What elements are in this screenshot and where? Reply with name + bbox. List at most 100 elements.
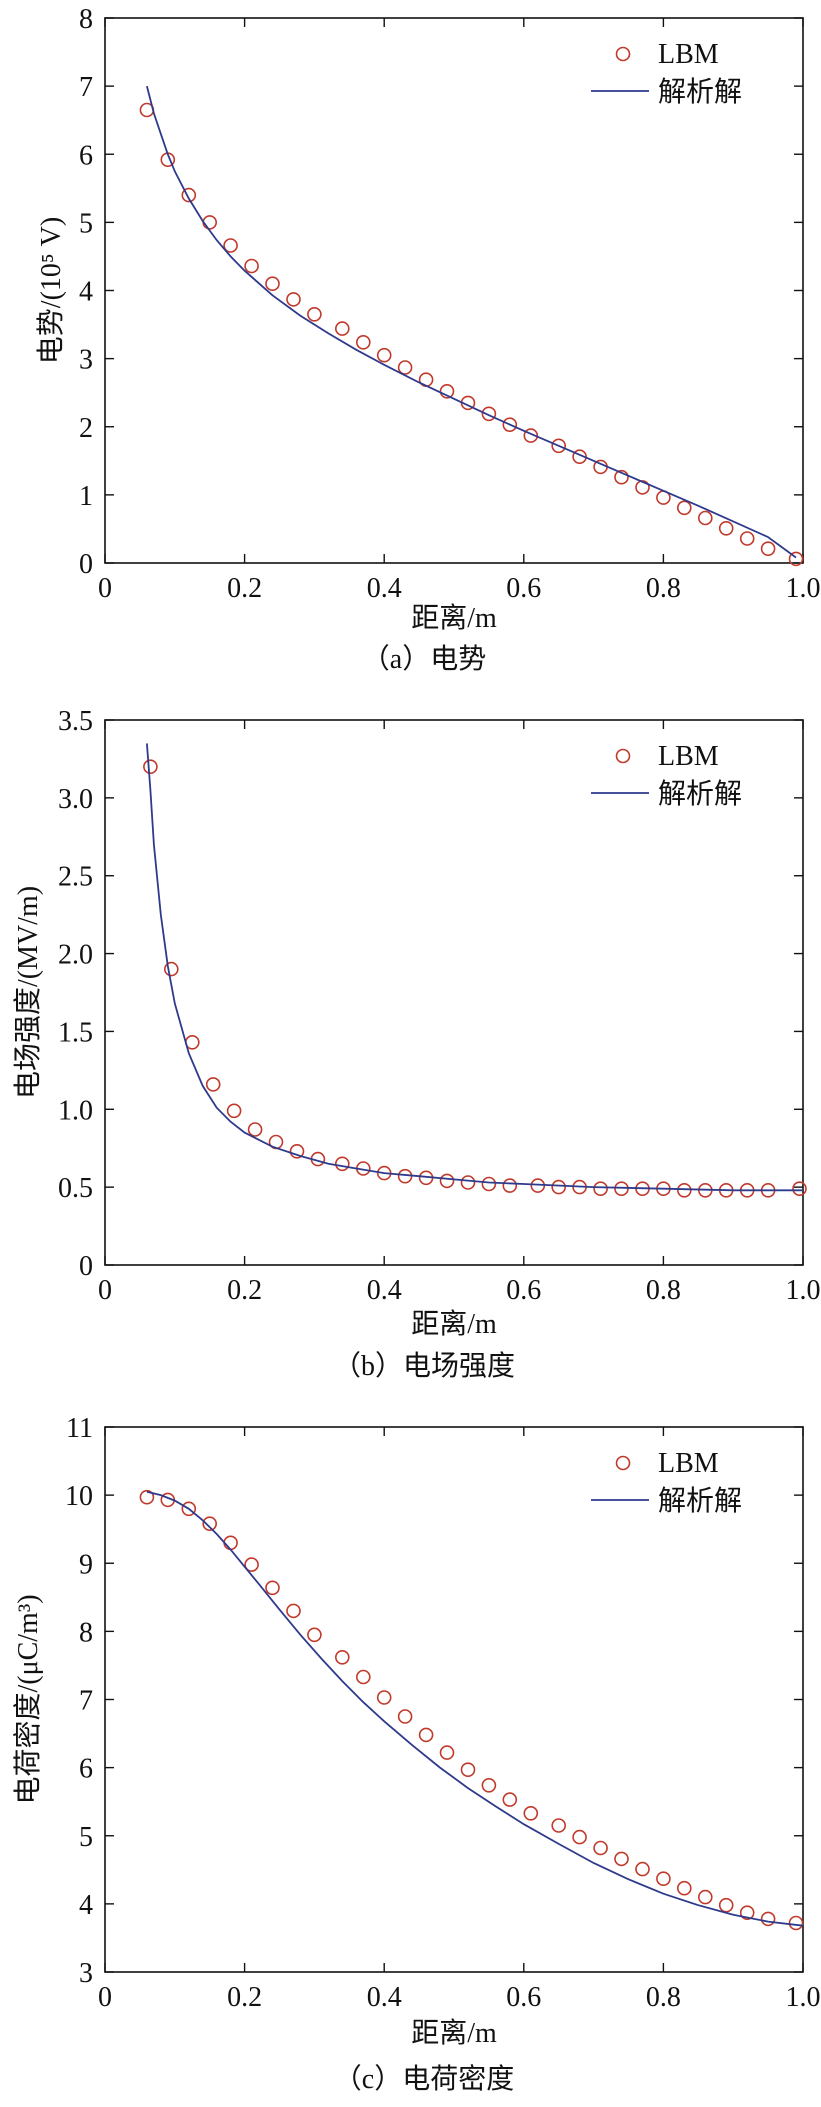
lbm-point xyxy=(355,334,371,350)
lbm-point xyxy=(614,1851,629,1867)
lbm-point xyxy=(676,1880,692,1896)
y-tick-label: 3 xyxy=(79,345,93,376)
lbm-point xyxy=(502,1178,518,1193)
x-tick-label: 0.4 xyxy=(367,573,402,604)
panel-caption: （b）电场强度 xyxy=(333,1350,515,1382)
x-tick-label: 0.4 xyxy=(367,1275,402,1306)
lbm-point xyxy=(164,961,179,977)
lbm-point xyxy=(143,759,158,775)
lbm-point xyxy=(481,406,497,422)
x-axis-label: 距离/m xyxy=(411,2017,497,2049)
lbm-point xyxy=(697,510,713,526)
y-tick-label: 2 xyxy=(79,413,93,444)
y-tick-label: 8 xyxy=(79,4,93,35)
lbm-point xyxy=(697,1889,713,1905)
y-tick-label: 11 xyxy=(66,1413,93,1444)
lbm-point xyxy=(676,500,692,516)
y-tick-label: 5 xyxy=(79,208,93,239)
y-tick-label: 7 xyxy=(79,1686,93,1717)
lbm-point xyxy=(551,1179,567,1195)
x-tick-label: 0 xyxy=(98,1275,112,1306)
lbm-point xyxy=(376,347,392,363)
lbm-point xyxy=(439,383,455,399)
legend-label-lbm: LBM xyxy=(658,1448,719,1479)
chart-panel-2: 0 0.2 0.4 0.6 0.8 1.0 0 0.5 1.0 1.5 2.0 2.5 3.0 3.5 LB… xyxy=(12,706,821,1382)
lbm-point xyxy=(244,258,259,274)
y-tick-label: 2.5 xyxy=(58,862,93,893)
lbm-point xyxy=(614,469,629,485)
lbm-point xyxy=(334,321,350,336)
lbm-point xyxy=(439,1745,455,1760)
x-tick-label: 0 xyxy=(98,573,112,604)
lbm-point xyxy=(572,1829,587,1845)
lbm-point xyxy=(523,428,539,443)
lbm-point xyxy=(551,1818,567,1833)
y-tick-label: 0 xyxy=(79,549,93,580)
lbm-point xyxy=(718,520,734,536)
lbm-point xyxy=(397,360,413,375)
y-tick-label: 4 xyxy=(79,277,93,308)
x-tick-label: 1.0 xyxy=(786,1275,821,1306)
lbm-point xyxy=(593,1181,608,1196)
lbm-point xyxy=(460,1175,476,1190)
legend-marker-lbm xyxy=(615,1455,631,1471)
lbm-point xyxy=(307,306,322,322)
x-tick-label: 0.6 xyxy=(506,573,541,604)
x-tick-label: 0.2 xyxy=(227,1275,262,1306)
lbm-point xyxy=(788,551,804,567)
y-tick-label: 1 xyxy=(79,481,93,512)
lbm-point xyxy=(676,1183,692,1198)
y-tick-label: 3.0 xyxy=(58,784,93,815)
y-tick-label: 6 xyxy=(79,140,93,171)
y-tick-label: 6 xyxy=(79,1754,93,1785)
lbm-point xyxy=(739,531,755,546)
y-tick-label: 4 xyxy=(79,1890,93,1921)
lbm-point xyxy=(376,1690,392,1705)
lbm-point xyxy=(593,1840,608,1856)
lbm-point xyxy=(481,1176,497,1192)
series-markers-lbm xyxy=(139,1489,804,1931)
lbm-point xyxy=(635,1861,650,1877)
x-tick-label: 0.2 xyxy=(227,1982,262,2013)
lbm-point xyxy=(334,1650,350,1665)
y-tick-label: 8 xyxy=(79,1617,93,1648)
lbm-point xyxy=(760,1911,776,1927)
lbm-point xyxy=(418,1727,434,1743)
lbm-point xyxy=(788,1915,804,1931)
series-line-analytic xyxy=(146,743,803,1192)
lbm-point xyxy=(355,1669,371,1685)
x-tick-label: 0.6 xyxy=(506,1982,541,2013)
lbm-point xyxy=(244,1557,259,1572)
legend-marker-lbm xyxy=(615,46,631,62)
lbm-point xyxy=(205,1077,221,1092)
y-axis-label: 电荷密度/(μC/m³) xyxy=(12,1594,44,1804)
x-tick-label: 1.0 xyxy=(786,573,821,604)
x-tick-label: 0.6 xyxy=(506,1275,541,1306)
legend-label-analytic: 解析解 xyxy=(658,76,742,108)
lbm-point xyxy=(460,1762,476,1777)
y-tick-label: 1.0 xyxy=(58,1095,93,1126)
lbm-point xyxy=(523,1806,539,1821)
x-tick-label: 0.4 xyxy=(367,1982,402,2013)
lbm-point xyxy=(226,1103,242,1119)
lbm-point xyxy=(265,276,280,292)
legend-label-analytic: 解析解 xyxy=(658,1485,742,1517)
lbm-point xyxy=(718,1897,734,1913)
legend-label-analytic: 解析解 xyxy=(658,778,742,810)
y-axis-label: 电势/(10⁵ V) xyxy=(35,217,67,364)
y-tick-label: 9 xyxy=(79,1549,93,1580)
plot-frame xyxy=(104,719,804,1266)
legend-marker-lbm xyxy=(615,748,631,764)
x-tick-label: 0 xyxy=(98,1982,112,2013)
series-markers-lbm xyxy=(139,102,804,567)
y-tick-label: 0.5 xyxy=(58,1173,93,1204)
legend-label-lbm: LBM xyxy=(658,741,719,772)
y-tick-label: 3.5 xyxy=(58,706,93,737)
legend-label-lbm: LBM xyxy=(658,39,719,70)
lbm-point xyxy=(289,1144,305,1159)
lbm-point xyxy=(181,187,197,203)
lbm-point xyxy=(223,1535,238,1551)
